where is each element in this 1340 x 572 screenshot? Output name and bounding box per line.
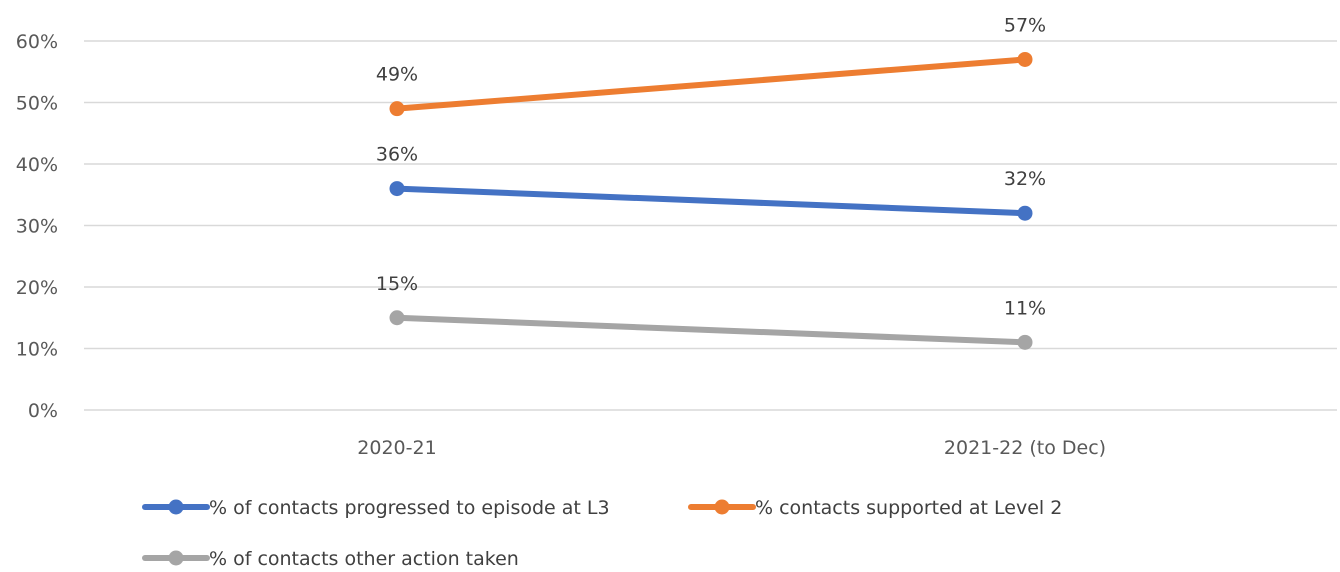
data-label: 15%: [376, 273, 418, 295]
data-label: 57%: [1004, 14, 1046, 36]
y-axis-tick-labels: 0% 10% 20% 30% 40% 50% 60%: [16, 31, 58, 422]
data-label: 36%: [376, 144, 418, 166]
series-line-2: [394, 56, 1028, 112]
data-point: [1017, 205, 1033, 221]
series-lines: [389, 51, 1033, 350]
y-tick-label: 30%: [16, 216, 58, 238]
legend-item-1: % of contacts progressed to episode at L…: [142, 497, 610, 519]
data-label: 32%: [1004, 168, 1046, 190]
legend-label: % of contacts other action taken: [209, 548, 519, 570]
y-tick-label: 40%: [16, 154, 58, 176]
y-tick-label: 50%: [16, 93, 58, 115]
y-tick-label: 0%: [28, 400, 58, 422]
data-point: [389, 310, 405, 326]
legend: % of contacts progressed to episode at L…: [142, 497, 1062, 570]
x-tick-label: 2020-21: [357, 437, 436, 459]
legend-item-2: % contacts supported at Level 2: [688, 497, 1062, 519]
y-tick-label: 60%: [16, 31, 58, 53]
data-point: [1017, 334, 1033, 350]
legend-label: % contacts supported at Level 2: [755, 497, 1062, 519]
data-labels: 36% 32% 49% 57% 15% 11%: [376, 14, 1046, 319]
y-tick-label: 10%: [16, 339, 58, 361]
data-point: [389, 101, 405, 117]
series-line-3: [394, 314, 1028, 346]
legend-swatch-marker: [714, 499, 730, 515]
data-label: 11%: [1004, 297, 1046, 319]
legend-label: % of contacts progressed to episode at L…: [209, 497, 610, 519]
legend-item-3: % of contacts other action taken: [142, 548, 519, 570]
legend-swatch-marker: [168, 550, 184, 566]
data-point: [389, 181, 405, 197]
data-point: [1017, 51, 1033, 67]
legend-swatch-marker: [168, 499, 184, 515]
y-tick-label: 20%: [16, 277, 58, 299]
gridlines: [84, 40, 1337, 411]
x-axis-tick-labels: 2020-21 2021-22 (to Dec): [357, 437, 1106, 459]
series-line-1: [394, 185, 1028, 217]
x-tick-label: 2021-22 (to Dec): [944, 437, 1106, 459]
data-label: 49%: [376, 64, 418, 86]
